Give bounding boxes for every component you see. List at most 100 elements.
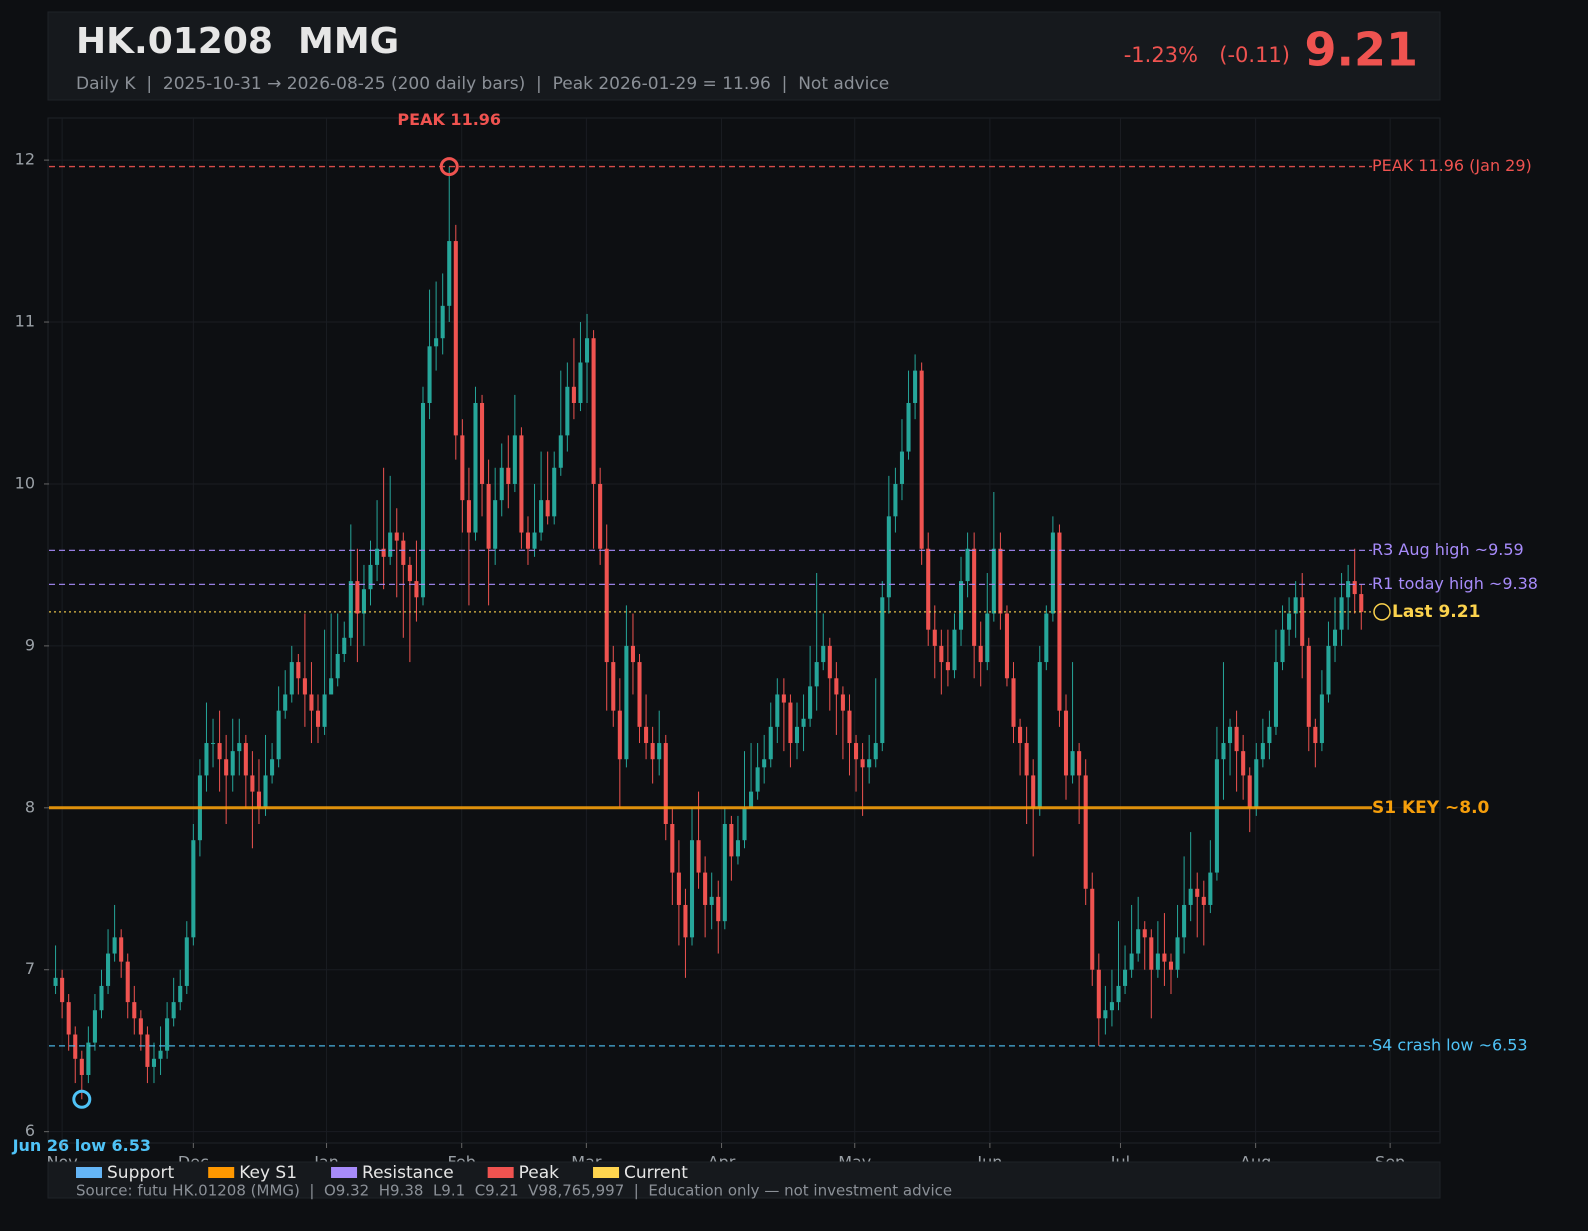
candle-body xyxy=(932,629,937,646)
candle-body xyxy=(873,743,878,760)
candle-body xyxy=(512,435,517,484)
candle-body xyxy=(709,896,714,905)
candle-body xyxy=(958,581,964,630)
candle-body xyxy=(473,402,478,533)
candle-body xyxy=(1280,629,1285,663)
annotation-marker xyxy=(72,1089,92,1109)
candle-body xyxy=(466,500,471,533)
candle-body xyxy=(899,451,905,484)
candle-body xyxy=(309,694,314,711)
candle-body xyxy=(532,532,537,549)
candle-body xyxy=(132,1002,137,1019)
candle-body xyxy=(1044,613,1049,663)
candle-body xyxy=(1142,929,1147,938)
candle-body xyxy=(519,435,524,533)
candle-body xyxy=(407,564,412,582)
candle-body xyxy=(545,500,550,517)
candle-body xyxy=(985,613,990,663)
candle-body xyxy=(1359,594,1364,612)
candle-body xyxy=(552,467,557,517)
candle-body xyxy=(775,694,780,727)
candle-body xyxy=(939,645,944,663)
candle-body xyxy=(525,532,531,549)
candle-body xyxy=(335,653,340,679)
candle-body xyxy=(165,1018,170,1051)
change-pct: -1.23% xyxy=(1124,43,1198,67)
candle-body xyxy=(420,402,426,598)
candle-body xyxy=(571,386,576,403)
candle-body xyxy=(388,532,393,557)
candle-body xyxy=(1319,694,1324,744)
candle-body xyxy=(499,467,504,501)
candle-body xyxy=(191,840,196,938)
candle-body xyxy=(178,985,183,1003)
grid xyxy=(49,118,1440,1143)
plot-area xyxy=(47,117,1441,1144)
candle-body xyxy=(998,548,1003,614)
candle-body xyxy=(1155,953,1160,970)
candle-body xyxy=(1208,872,1213,905)
level-label: R1 today high ~9.38 xyxy=(1372,574,1538,593)
candle-body xyxy=(86,1042,91,1075)
candle-body xyxy=(1267,726,1272,744)
y-tick-label: 9 xyxy=(25,635,35,654)
candle-body xyxy=(1254,759,1259,808)
candle-body xyxy=(1050,532,1055,614)
candle-body xyxy=(263,775,268,808)
candle-body xyxy=(1234,726,1239,752)
candle-body xyxy=(1031,775,1036,808)
candle-body xyxy=(1287,613,1292,630)
legend-swatch xyxy=(593,1167,620,1178)
candle-body xyxy=(394,532,399,541)
candle-body xyxy=(1188,888,1193,905)
level-label: S4 crash low ~6.53 xyxy=(1372,1035,1528,1054)
candle-body xyxy=(99,985,104,1011)
candle-body xyxy=(60,977,65,1003)
candle-body xyxy=(716,896,721,922)
candle-body xyxy=(355,581,360,614)
legend-label: Peak xyxy=(519,1163,560,1183)
candle-body xyxy=(427,346,432,403)
candle-body xyxy=(329,678,334,695)
candle-body xyxy=(735,840,740,857)
candle-body xyxy=(604,548,609,663)
level-label: S1 KEY ~8.0 xyxy=(1372,798,1490,818)
candle-body xyxy=(880,597,885,744)
subtitle: Daily K | 2025-10-31 → 2026-08-25 (200 d… xyxy=(76,74,889,94)
candle-body xyxy=(768,726,773,760)
candle-body xyxy=(821,645,826,663)
candle-body xyxy=(696,840,701,873)
candle-body xyxy=(1011,678,1016,727)
candle-body xyxy=(480,402,485,484)
candle-body xyxy=(1168,961,1174,970)
candles xyxy=(53,166,1364,1100)
candle-body xyxy=(1260,743,1265,760)
candle-body xyxy=(1070,751,1075,776)
candle-body xyxy=(683,904,688,938)
annotation-marker xyxy=(439,157,459,177)
candle-body xyxy=(867,759,872,768)
candle-body xyxy=(742,807,747,841)
candle-body xyxy=(1221,743,1226,760)
candle-body xyxy=(952,629,957,671)
candle-body xyxy=(302,678,307,695)
candle-body xyxy=(361,589,366,614)
candle-body xyxy=(1352,581,1357,595)
candle-body xyxy=(375,548,380,565)
candle-body xyxy=(204,743,209,776)
candle-body xyxy=(1162,953,1167,962)
candle-body xyxy=(676,872,681,905)
candle-body xyxy=(886,516,891,598)
candle-body xyxy=(1201,896,1206,905)
candle-body xyxy=(53,977,58,986)
level-marker xyxy=(1373,603,1391,621)
candle-body xyxy=(1057,532,1062,711)
source: Source: futu HK.01208 (MMG) | O9.32 H9.3… xyxy=(76,1182,952,1200)
candle-body xyxy=(486,483,491,549)
candle-body xyxy=(1136,929,1141,954)
candle-body xyxy=(1149,937,1154,970)
legend-label: Support xyxy=(107,1163,175,1183)
candle-body xyxy=(860,759,865,768)
candle-body xyxy=(972,548,977,646)
